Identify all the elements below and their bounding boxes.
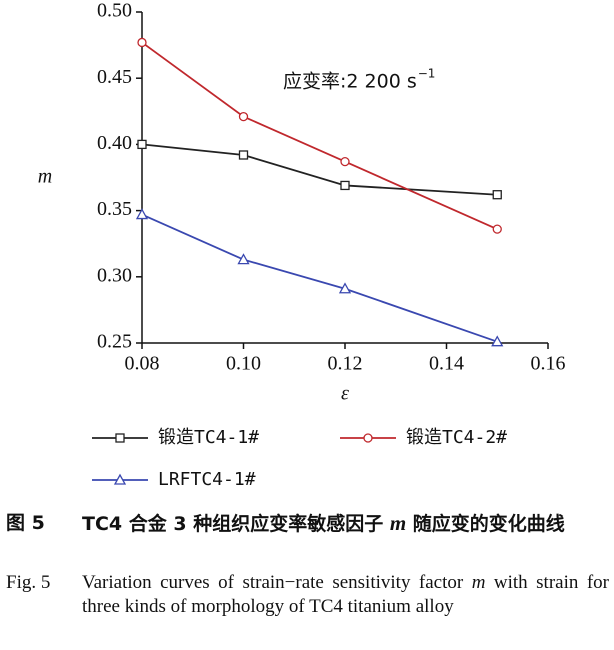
data-point [238, 150, 249, 160]
x-tick-label: 0.14 [429, 353, 464, 375]
x-axis-label: ε [341, 383, 349, 405]
data-point [340, 180, 350, 191]
series-line [141, 213, 498, 343]
data-point [238, 111, 249, 122]
data-point [492, 190, 502, 200]
legend-marker [113, 473, 127, 485]
y-tick-label: 0.45 [97, 66, 132, 88]
data-point [338, 282, 352, 294]
y-tick-label: 0.35 [97, 198, 132, 220]
caption-en-text: with strain for three kinds of morpholog… [82, 572, 609, 617]
annotation-superscript: −1 [418, 67, 436, 81]
caption-cn-symbol: m [389, 511, 407, 535]
data-point [340, 156, 350, 167]
legend-label: 锻造TC4-1# [158, 427, 259, 448]
caption-cn: TC4 合金 3 种组织应变率敏感因子 m 随应变的变化曲线 [82, 508, 607, 539]
legend-label: 锻造TC4-2# [406, 427, 507, 448]
data-point [237, 253, 250, 265]
legend-label: LRFTC4-1# [158, 469, 256, 490]
legend-marker [115, 433, 125, 443]
caption-en-text: Variation curves of strain−rate sensitiv… [82, 572, 472, 593]
y-tick-label: 0.50 [97, 0, 132, 22]
caption-cn-text: TC4 合金 3 种组织应变率敏感因子 [82, 513, 390, 535]
caption-en-symbol: m [471, 572, 486, 593]
annotation: 应变率:2 200 s [283, 71, 417, 93]
caption-cn-label: 图 5 [6, 512, 45, 534]
x-tick-label: 0.10 [226, 353, 261, 375]
data-point [492, 224, 502, 234]
caption-cn-text: 随应变的变化曲线 [406, 513, 565, 535]
y-tick-label: 0.30 [97, 264, 132, 286]
series-line [141, 143, 498, 196]
data-point [135, 208, 149, 220]
y-tick-label: 0.40 [97, 132, 132, 154]
x-tick-label: 0.16 [531, 353, 566, 375]
chart: m ε 应变率:2 200 s −1 0.25 0.30 0.35 0.40 0.45 0… [38, 0, 566, 490]
caption-en-label: Fig. 5 [6, 572, 51, 593]
caption-en: Variation curves of strain−rate sensitiv… [82, 571, 609, 619]
legend-marker [363, 433, 373, 443]
series-line [141, 41, 498, 230]
data-point [491, 335, 504, 347]
x-tick-label: 0.08 [125, 353, 160, 375]
data-point [137, 139, 147, 150]
data-point [137, 37, 147, 48]
x-tick-label: 0.12 [328, 353, 363, 375]
y-tick-label: 0.25 [97, 331, 132, 353]
y-axis-label: m [38, 166, 52, 188]
